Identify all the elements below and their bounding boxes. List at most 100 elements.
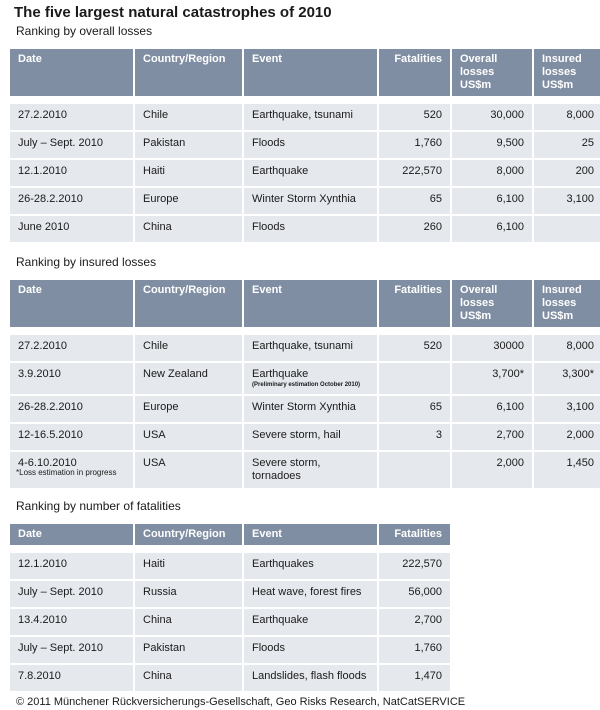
table-row: 4-6.10.2010 USA Severe storm, tornadoes … (10, 452, 600, 488)
col-fatalities: Fatalities (379, 49, 450, 96)
cell-country: China (135, 665, 242, 691)
table-row: 7.8.2010 China Landslides, flash floods … (10, 665, 450, 691)
table-row: 27.2.2010 Chile Earthquake, tsunami 520 … (10, 104, 600, 130)
insured-losses-table: Date Country/Region Event Fatalities Ove… (8, 278, 600, 490)
cell-country: Europe (135, 396, 242, 422)
col-overall: Overall losses US$m (452, 280, 532, 327)
cell-fatalities: 65 (379, 396, 450, 422)
cell-country: Pakistan (135, 132, 242, 158)
cell-overall: 6,100 (452, 396, 532, 422)
cell-date: 4-6.10.2010 (10, 452, 133, 488)
col-event: Event (244, 280, 377, 327)
event-label: Earthquake (252, 368, 309, 380)
cell-fatalities: 222,570 (379, 160, 450, 186)
table-row: 27.2.2010 Chile Earthquake, tsunami 520 … (10, 335, 600, 361)
overall-losses-table: Date Country/Region Event Fatalities Ove… (8, 47, 600, 244)
cell-date: 3.9.2010 (10, 363, 133, 394)
cell-insured: 3,300* (534, 363, 600, 394)
cell-fatalities: 520 (379, 335, 450, 361)
cell-fatalities (379, 363, 450, 394)
cell-event: Winter Storm Xynthia (244, 396, 377, 422)
cell-event: Heat wave, forest fires (244, 581, 377, 607)
cell-country: Chile (135, 335, 242, 361)
cell-event: Earthquake, tsunami (244, 335, 377, 361)
cell-overall: 3,700* (452, 363, 532, 394)
col-date: Date (10, 49, 133, 96)
col-date: Date (10, 280, 133, 327)
cell-country: New Zealand (135, 363, 242, 394)
cell-date: 26-28.2.2010 (10, 396, 133, 422)
cell-country: USA (135, 452, 242, 488)
table-row: July – Sept. 2010 Russia Heat wave, fore… (10, 581, 450, 607)
cell-event: Earthquake, tsunami (244, 104, 377, 130)
cell-event: Floods (244, 132, 377, 158)
footnote: *Loss estimation in progress (16, 468, 117, 477)
table-row: 12-16.5.2010 USA Severe storm, hail 3 2,… (10, 424, 600, 450)
col-event: Event (244, 524, 377, 545)
cell-insured: 3,100 (534, 188, 600, 214)
cell-overall: 30,000 (452, 104, 532, 130)
col-overall: Overall losses US$m (452, 49, 532, 96)
table-row: 13.4.2010 China Earthquake 2,700 (10, 609, 450, 635)
cell-overall: 2,000 (452, 452, 532, 488)
cell-event: Severe storm, hail (244, 424, 377, 450)
col-insured: Insured losses US$m (534, 280, 600, 327)
cell-country: Haiti (135, 553, 242, 579)
cell-country: Russia (135, 581, 242, 607)
table-row: June 2010 China Floods 260 6,100 (10, 216, 600, 242)
cell-insured: 8,000 (534, 335, 600, 361)
cell-insured (534, 216, 600, 242)
cell-event: Earthquake (244, 609, 377, 635)
page-title: The five largest natural catastrophes of… (14, 4, 332, 21)
cell-date: 27.2.2010 (10, 104, 133, 130)
cell-overall: 2,700 (452, 424, 532, 450)
table-row: July – Sept. 2010 Pakistan Floods 1,760 … (10, 132, 600, 158)
cell-country: Europe (135, 188, 242, 214)
cell-country: Chile (135, 104, 242, 130)
table-row: July – Sept. 2010 Pakistan Floods 1,760 (10, 637, 450, 663)
cell-event: Severe storm, tornadoes (244, 452, 377, 488)
cell-date: July – Sept. 2010 (10, 132, 133, 158)
cell-date: June 2010 (10, 216, 133, 242)
cell-fatalities: 1,760 (379, 637, 450, 663)
cell-date: 12.1.2010 (10, 553, 133, 579)
table3-subtitle: Ranking by number of fatalities (16, 499, 181, 513)
cell-insured: 200 (534, 160, 600, 186)
cell-insured: 2,000 (534, 424, 600, 450)
cell-event: Earthquake (244, 160, 377, 186)
cell-insured: 3,100 (534, 396, 600, 422)
fatalities-table: Date Country/Region Event Fatalities 12.… (8, 522, 452, 693)
cell-event: Floods (244, 637, 377, 663)
cell-fatalities: 1,760 (379, 132, 450, 158)
cell-country: Pakistan (135, 637, 242, 663)
cell-overall: 30000 (452, 335, 532, 361)
cell-overall: 6,100 (452, 188, 532, 214)
cell-fatalities (379, 452, 450, 488)
cell-date: 12.1.2010 (10, 160, 133, 186)
copyright-footer: © 2011 Münchener Rückversicherungs-Gesel… (16, 696, 466, 708)
col-country: Country/Region (135, 524, 242, 545)
cell-date: 26-28.2.2010 (10, 188, 133, 214)
cell-fatalities: 1,470 (379, 665, 450, 691)
cell-overall: 9,500 (452, 132, 532, 158)
table-row: 26-28.2.2010 Europe Winter Storm Xynthia… (10, 188, 600, 214)
col-fatalities: Fatalities (379, 280, 450, 327)
table-row: 26-28.2.2010 Europe Winter Storm Xynthia… (10, 396, 600, 422)
cell-insured: 8,000 (534, 104, 600, 130)
col-country: Country/Region (135, 49, 242, 96)
col-insured: Insured losses US$m (534, 49, 600, 96)
cell-date: 7.8.2010 (10, 665, 133, 691)
cell-country: USA (135, 424, 242, 450)
table1-subtitle: Ranking by overall losses (16, 24, 153, 38)
cell-event: Earthquakes (244, 553, 377, 579)
cell-insured: 1,450 (534, 452, 600, 488)
cell-fatalities: 2,700 (379, 609, 450, 635)
cell-fatalities: 222,570 (379, 553, 450, 579)
event-note: (Preliminary estimation October 2010) (252, 382, 361, 388)
table-row: 12.1.2010 Haiti Earthquake 222,570 8,000… (10, 160, 600, 186)
cell-fatalities: 3 (379, 424, 450, 450)
cell-fatalities: 520 (379, 104, 450, 130)
cell-date: July – Sept. 2010 (10, 637, 133, 663)
cell-insured: 25 (534, 132, 600, 158)
cell-date: 13.4.2010 (10, 609, 133, 635)
